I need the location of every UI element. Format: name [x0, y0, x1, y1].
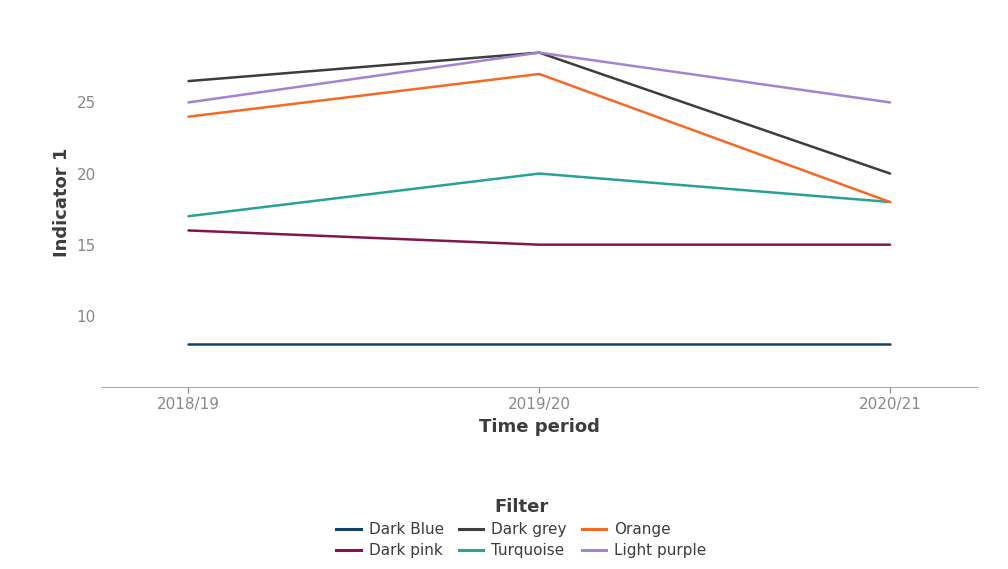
Y-axis label: Indicator 1: Indicator 1 [53, 147, 72, 257]
Legend: Dark Blue, Dark pink, Dark grey, Turquoise, Orange, Light purple: Dark Blue, Dark pink, Dark grey, Turquoi… [337, 498, 707, 558]
X-axis label: Time period: Time period [479, 418, 600, 436]
